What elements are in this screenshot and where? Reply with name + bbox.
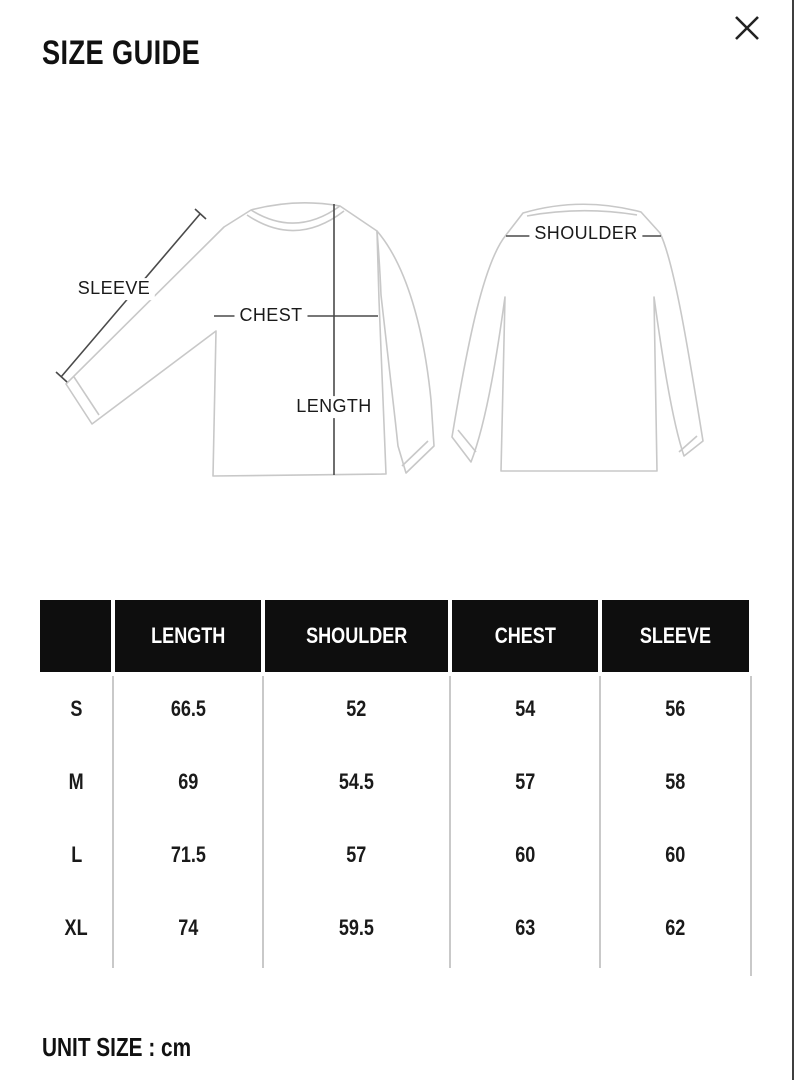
value-cell: 57 [346, 841, 367, 867]
column-divider [750, 676, 752, 976]
size-cell: XL [64, 914, 89, 940]
table-row-xl: XL 74 59.5 63 62 [40, 891, 751, 964]
table-row-s: S 66.5 52 54 56 [40, 672, 751, 745]
size-table: LENGTH SHOULDER CHEST SLEEVE S 66.5 52 5… [40, 600, 752, 976]
value-cell: 69 [177, 768, 199, 794]
front-right-sleeve [376, 230, 435, 474]
value-cell: 59.5 [338, 914, 375, 940]
value-cell: 57 [514, 768, 536, 794]
header-cell-length: LENGTH [115, 600, 261, 672]
front-shirt-outline [65, 202, 387, 477]
value-cell: 74 [177, 914, 199, 940]
page-title: SIZE GUIDE [42, 34, 201, 72]
shoulder-label: SHOULDER [529, 223, 643, 245]
value-cell: 63 [514, 914, 536, 940]
unit-size-note: UNIT SIZE : cm [42, 1032, 192, 1062]
column-divider [449, 676, 451, 968]
table-row-l: L 71.5 57 60 60 [40, 818, 751, 891]
header-cell-size [40, 600, 111, 672]
size-cell: L [70, 841, 83, 867]
value-cell: 52 [346, 695, 367, 721]
close-button[interactable] [730, 11, 764, 45]
table-row-m: M 69 54.5 57 58 [40, 745, 751, 818]
size-table-body: S 66.5 52 54 56 M 69 54.5 57 58 L 71.5 5… [40, 672, 752, 976]
value-cell: 56 [665, 695, 686, 721]
size-cell: S [70, 695, 83, 721]
value-cell: 60 [665, 841, 686, 867]
value-cell: 54.5 [338, 768, 375, 794]
column-divider [112, 676, 114, 968]
chest-label: CHEST [234, 305, 308, 327]
value-cell: 71.5 [170, 841, 206, 867]
header-cell-shoulder: SHOULDER [265, 600, 448, 672]
value-cell: 60 [514, 841, 536, 867]
sleeve-label: SLEEVE [72, 278, 156, 300]
size-cell: M [68, 768, 85, 794]
header-cell-sleeve: SLEEVE [602, 600, 749, 672]
value-cell: 58 [665, 768, 686, 794]
value-cell: 54 [514, 695, 536, 721]
value-cell: 66.5 [170, 695, 206, 721]
close-icon [735, 16, 759, 40]
column-divider [599, 676, 601, 968]
size-table-header: LENGTH SHOULDER CHEST SLEEVE [40, 600, 751, 672]
length-label: LENGTH [291, 396, 377, 418]
column-divider [262, 676, 264, 968]
header-cell-chest: CHEST [452, 600, 598, 672]
value-cell: 62 [665, 914, 686, 940]
